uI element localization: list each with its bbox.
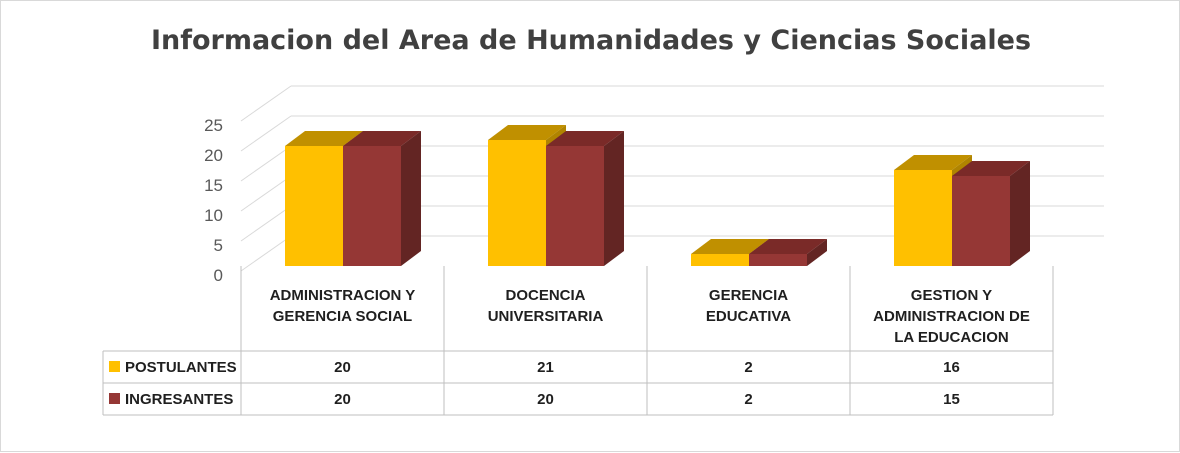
legend-key-ingresantes xyxy=(109,393,120,404)
category-label: UNIVERSITARIA xyxy=(488,308,604,325)
series-name: INGRESANTES xyxy=(125,391,233,408)
data-label: 20 xyxy=(334,359,351,376)
category-label: ADMINISTRACION Y xyxy=(270,287,416,304)
y-tick-label: 25 xyxy=(204,116,223,135)
bar-side-ingresantes-3 xyxy=(1010,161,1030,266)
chart-title: Informacion del Area de Humanidades y Ci… xyxy=(151,25,1031,56)
y-tick-label: 0 xyxy=(214,266,223,285)
data-label: 2 xyxy=(744,391,752,408)
side-gridline xyxy=(240,175,292,212)
side-gridline xyxy=(240,205,292,242)
data-label: 16 xyxy=(943,359,960,376)
data-label: 20 xyxy=(537,391,554,408)
side-gridline xyxy=(240,115,292,152)
category-label: GESTION Y xyxy=(911,287,992,304)
legend-key-postulantes xyxy=(109,361,120,372)
bar-top-postulantes-0 xyxy=(285,131,363,146)
bar-top-ingresantes-2 xyxy=(749,239,827,254)
category-label: DOCENCIA xyxy=(505,287,585,304)
bar-side-ingresantes-2 xyxy=(807,239,827,266)
bar-front-ingresantes-1 xyxy=(546,146,604,266)
bar-front-postulantes-1 xyxy=(488,140,546,266)
data-label: 2 xyxy=(744,359,752,376)
bar-top-ingresantes-3 xyxy=(952,161,1030,176)
series-name: POSTULANTES xyxy=(125,359,237,376)
data-label: 20 xyxy=(334,391,351,408)
category-label: LA EDUCACION xyxy=(894,329,1008,346)
bar-front-postulantes-3 xyxy=(894,170,952,266)
side-gridline xyxy=(240,145,292,182)
bars xyxy=(285,125,1030,266)
bar-top-ingresantes-0 xyxy=(343,131,421,146)
bar-side-ingresantes-0 xyxy=(401,131,421,266)
plot-back-wall xyxy=(240,85,1104,272)
bar-top-postulantes-2 xyxy=(691,239,769,254)
data-table: ADMINISTRACION Y GERENCIA SOCIAL DOCENCIA U… xyxy=(102,266,1054,416)
bar-front-ingresantes-2 xyxy=(749,254,807,266)
bar-front-ingresantes-0 xyxy=(343,146,401,266)
category-label: GERENCIA SOCIAL xyxy=(273,308,412,325)
bar-front-ingresantes-3 xyxy=(952,176,1010,266)
bar-front-postulantes-2 xyxy=(691,254,749,266)
side-gridline xyxy=(240,85,292,122)
y-axis-ticks: 0 5 10 15 20 25 xyxy=(204,116,223,285)
bar-top-postulantes-3 xyxy=(894,155,972,170)
category-label: GERENCIA xyxy=(709,287,788,304)
y-tick-label: 5 xyxy=(214,236,223,255)
category-label: EDUCATIVA xyxy=(706,308,791,325)
y-tick-label: 15 xyxy=(204,176,223,195)
data-label: 21 xyxy=(537,359,554,376)
bar-top-postulantes-1 xyxy=(488,125,566,140)
bar-side-ingresantes-1 xyxy=(604,131,624,266)
category-label: ADMINISTRACION DE xyxy=(873,308,1030,325)
bar-front-postulantes-0 xyxy=(285,146,343,266)
data-label: 15 xyxy=(943,391,960,408)
side-gridline xyxy=(240,235,292,272)
y-tick-label: 10 xyxy=(204,206,223,225)
y-tick-label: 20 xyxy=(204,146,223,165)
bar-top-ingresantes-1 xyxy=(546,131,624,146)
